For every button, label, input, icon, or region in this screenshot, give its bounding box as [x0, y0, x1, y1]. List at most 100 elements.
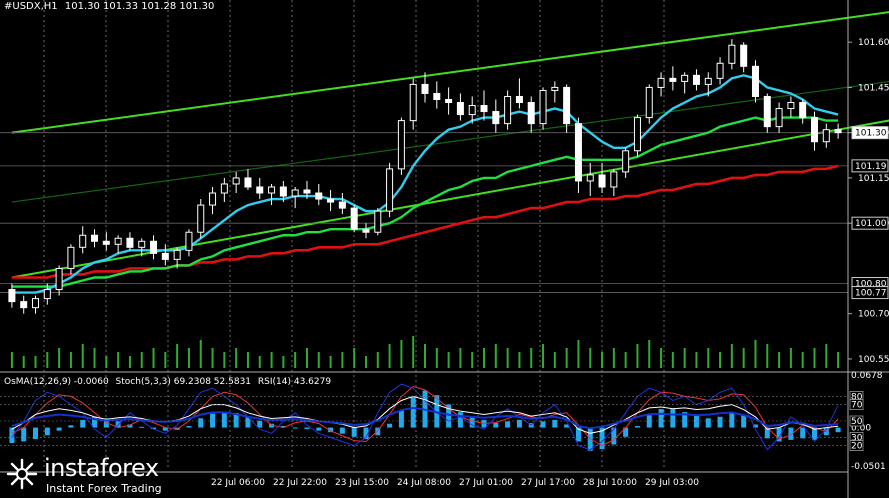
candle-body — [327, 198, 335, 203]
candle-body — [79, 234, 87, 248]
candle-body — [456, 102, 464, 116]
candle-body — [374, 210, 382, 233]
candle-body — [197, 204, 205, 233]
volume-bar — [601, 352, 604, 368]
time-label: 23 Jul 15:00 — [335, 478, 389, 488]
channel-line — [11, 80, 889, 203]
stoch-tick-label: 70 — [851, 401, 863, 411]
volume-bar — [742, 348, 745, 368]
volume-bar — [648, 340, 651, 368]
volume-bar — [364, 356, 367, 368]
candle-body — [232, 177, 240, 185]
candle-body — [515, 95, 523, 104]
stoch-level-badge — [849, 399, 864, 411]
volume-bar — [624, 352, 627, 368]
brand-tagline: Instant Forex Trading — [46, 482, 162, 495]
candle-body — [421, 83, 429, 94]
volume-bar — [471, 352, 474, 368]
candle-body — [551, 86, 559, 91]
candle-body — [315, 192, 323, 200]
stoch-label: Stoch(5,3,3) 69.2308 52.5831 — [115, 377, 252, 387]
candle-body — [539, 89, 547, 125]
candle-body — [669, 77, 677, 82]
volume-bar — [412, 336, 415, 368]
osma-bar — [434, 395, 440, 428]
osma-bar — [611, 427, 617, 445]
osma-bar — [387, 423, 393, 428]
rsi-label: RSI(14) 43.6279 — [257, 377, 332, 387]
volume-bar — [530, 348, 533, 368]
volume-bar — [258, 356, 261, 368]
osma-bar — [257, 420, 263, 428]
volume-bar — [140, 352, 143, 368]
candle-body — [492, 111, 500, 125]
volume-bar — [376, 352, 379, 368]
volume-bar — [128, 356, 131, 368]
symbol-label: #USDX,H1 — [4, 1, 58, 12]
osma-bar — [351, 427, 357, 437]
candle-body — [268, 186, 276, 194]
candle-body — [91, 234, 99, 242]
stoch-main-line — [11, 383, 839, 451]
candle-body — [775, 108, 783, 128]
price-tick-label: 101.45 — [858, 83, 889, 93]
osma-bar — [788, 427, 794, 440]
volume-bar — [22, 356, 25, 368]
volume-bar — [660, 348, 663, 368]
candle-body — [834, 129, 842, 134]
volume-bar — [105, 356, 108, 368]
volume-bar — [565, 348, 568, 368]
candle-body — [173, 249, 181, 260]
stoch-tick-label: 30 — [851, 433, 863, 443]
candle-body — [114, 237, 122, 245]
osma-bar — [741, 415, 747, 428]
volume-bar — [825, 344, 828, 368]
candle-body — [504, 95, 512, 125]
osma-bar — [304, 427, 310, 430]
candle-body — [787, 102, 795, 110]
time-label: 27 Jul 01:00 — [459, 478, 513, 488]
volume-bar — [435, 348, 438, 368]
osma-bar — [693, 415, 699, 428]
osma-bar — [623, 427, 629, 437]
volume-bar — [46, 352, 49, 368]
time-label: 29 Jul 03:00 — [645, 478, 699, 488]
candle-body — [810, 117, 818, 143]
osma-bar — [316, 427, 322, 431]
level-badge-label: 100.77 — [855, 289, 887, 299]
brand-mark-icon — [6, 458, 38, 490]
price-tick-label: 101.15 — [858, 174, 889, 184]
candle-body — [32, 298, 40, 309]
osma-bar — [56, 427, 62, 431]
chart-title: #USDX,H1 101.30 101.33 101.28 101.30 — [4, 1, 214, 12]
volume-bar — [246, 352, 249, 368]
volume-bar — [612, 348, 615, 368]
candle-body — [350, 207, 358, 230]
volume-bar — [483, 348, 486, 368]
osma-bar — [705, 418, 711, 428]
time-label: 24 Jul 08:00 — [397, 478, 451, 488]
ema-slow-line — [11, 116, 839, 288]
osma-bar — [764, 427, 770, 439]
volume-bar — [837, 352, 840, 368]
osma-bar — [80, 419, 86, 428]
volume-bar — [589, 348, 592, 368]
osma-bar — [811, 427, 817, 440]
volume-bar — [187, 348, 190, 368]
volume-bar — [353, 348, 356, 368]
volume-bar — [34, 356, 37, 368]
candle-body — [799, 102, 807, 119]
volume-bar — [707, 348, 710, 368]
ohlc-label: 101.30 101.33 101.28 101.30 — [64, 1, 215, 12]
osma-bar — [127, 424, 133, 428]
volume-bar — [730, 344, 733, 368]
volume-bar — [199, 340, 202, 368]
brand-name: instaforex — [44, 454, 159, 482]
osma-bar — [410, 396, 416, 428]
osma-bar — [800, 427, 806, 439]
osma-bar — [198, 418, 204, 428]
candle-body — [657, 77, 665, 88]
level-badge-label: 101.00 — [855, 219, 887, 229]
candle-body — [622, 150, 630, 173]
